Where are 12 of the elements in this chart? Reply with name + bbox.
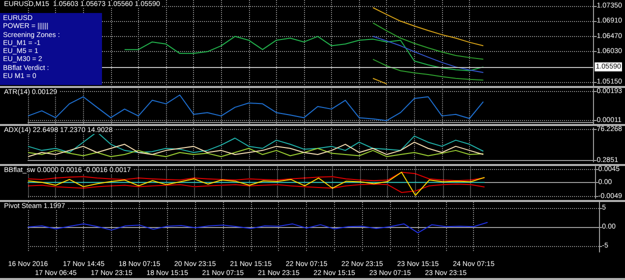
line-series — [28, 142, 484, 158]
line-series — [28, 172, 486, 196]
line-series — [28, 222, 488, 234]
line-series — [28, 94, 484, 122]
line-series — [124, 36, 484, 72]
line-series — [372, 36, 484, 73]
line-series — [28, 172, 486, 182]
line-series — [372, 7, 484, 46]
line-series — [372, 22, 484, 60]
line-series — [28, 148, 484, 158]
line-series — [28, 184, 486, 193]
line-series — [372, 58, 484, 81]
